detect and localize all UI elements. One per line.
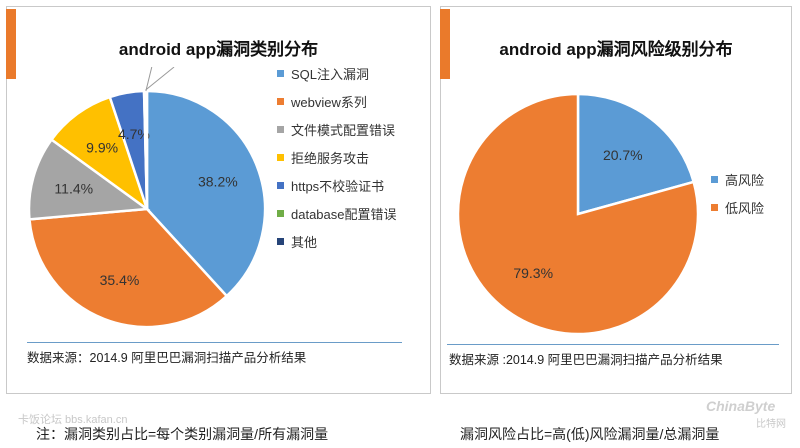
data-label: 11.4% — [54, 181, 93, 197]
accent-bar — [6, 9, 16, 79]
pie-slice — [49, 95, 150, 213]
legend-label: webview系列 — [291, 94, 367, 110]
chart-panel-risk: android app漏洞风险级别分布 20.7% 79.3% 高风险低风险 数据… — [440, 6, 792, 394]
legend-item: webview系列 — [277, 87, 397, 115]
source-divider — [27, 342, 402, 343]
data-label: 79.3% — [513, 265, 553, 281]
legend-item: 文件模式配置错误 — [277, 115, 397, 143]
accent-bar — [440, 9, 450, 79]
legend-swatch — [711, 175, 718, 183]
legend-swatch — [277, 237, 284, 245]
legend-swatch — [277, 97, 284, 105]
legend-label: 拒绝服务攻击 — [291, 150, 370, 166]
chart-title: android app漏洞类别分布 — [118, 40, 319, 59]
pie-chart-risk: 20.7% 79.3% — [456, 92, 700, 336]
pie-slice — [28, 207, 229, 329]
pie-slice — [27, 137, 151, 221]
chart-panel-category: android app漏洞类别分布 38.2% 35.4% 11.4% 9.9% 4.7… — [6, 6, 431, 394]
legend-label: 其他 — [291, 234, 318, 250]
legend-swatch — [277, 153, 284, 161]
data-label: 9.9% — [86, 140, 118, 156]
legend-swatch — [277, 125, 284, 133]
legend-label: SQL注入漏洞 — [291, 66, 370, 82]
data-label: 20.7% — [603, 147, 643, 163]
data-label: 35.4% — [100, 272, 140, 288]
legend-label: database配置错误 — [291, 206, 397, 222]
source-text: 数据来源 :2014.9 阿里巴巴漏洞扫描产品分析结果 — [449, 353, 723, 367]
legend-item: 低风险 — [711, 193, 764, 221]
chart-legend: 高风险 低风险 — [711, 165, 764, 221]
pie-slice — [456, 92, 700, 336]
note-right: 漏洞风险占比=高(低)风险漏洞量/总漏洞量 — [460, 426, 720, 442]
chart-legend: SQL注入漏洞 webview系列文件模式配置错误 拒绝服务攻击 https不校验证书… — [277, 59, 397, 255]
legend-swatch — [277, 181, 284, 189]
legend-swatch — [277, 69, 284, 77]
leader-line — [145, 67, 153, 92]
legend-label: 高风险 — [725, 172, 765, 188]
note-left: 注：漏洞类别占比=每个类别漏洞量/所有漏洞量 — [36, 426, 329, 442]
legend-label: 低风险 — [725, 200, 765, 216]
pie-slice — [143, 89, 149, 210]
pie-chart-category: 38.2%35.4%11.4%9.9%4.7%0.1%0.3% — [27, 67, 267, 329]
watermark-brand: ChinaByte — [706, 398, 776, 414]
watermark-blog: 卡饭论坛 bbs.kafan.cn — [18, 414, 128, 426]
pie-slice — [145, 89, 267, 298]
watermark-brand-sub: 比特网 — [756, 419, 786, 430]
pie-slice — [576, 92, 696, 216]
legend-swatch — [277, 209, 284, 217]
chart-title: android app漏洞风险级别分布 — [499, 40, 733, 59]
leader-line — [144, 67, 175, 92]
legend-label: https不校验证书 — [291, 178, 385, 194]
legend-item: 其他 — [277, 227, 397, 255]
source-text: 数据来源：2014.9 阿里巴巴漏洞扫描产品分析结果 — [27, 351, 307, 365]
legend-swatch — [711, 203, 718, 211]
legend-item: database配置错误 — [277, 199, 397, 227]
source-divider — [447, 344, 779, 345]
legend-item: https不校验证书 — [277, 171, 397, 199]
legend-item: SQL注入漏洞 — [277, 59, 397, 87]
data-label: 4.7% — [118, 126, 150, 142]
legend-item: 拒绝服务攻击 — [277, 143, 397, 171]
legend-label: 文件模式配置错误 — [291, 122, 396, 138]
legend-item: 高风险 — [711, 165, 764, 193]
data-label: 38.2% — [198, 173, 238, 189]
